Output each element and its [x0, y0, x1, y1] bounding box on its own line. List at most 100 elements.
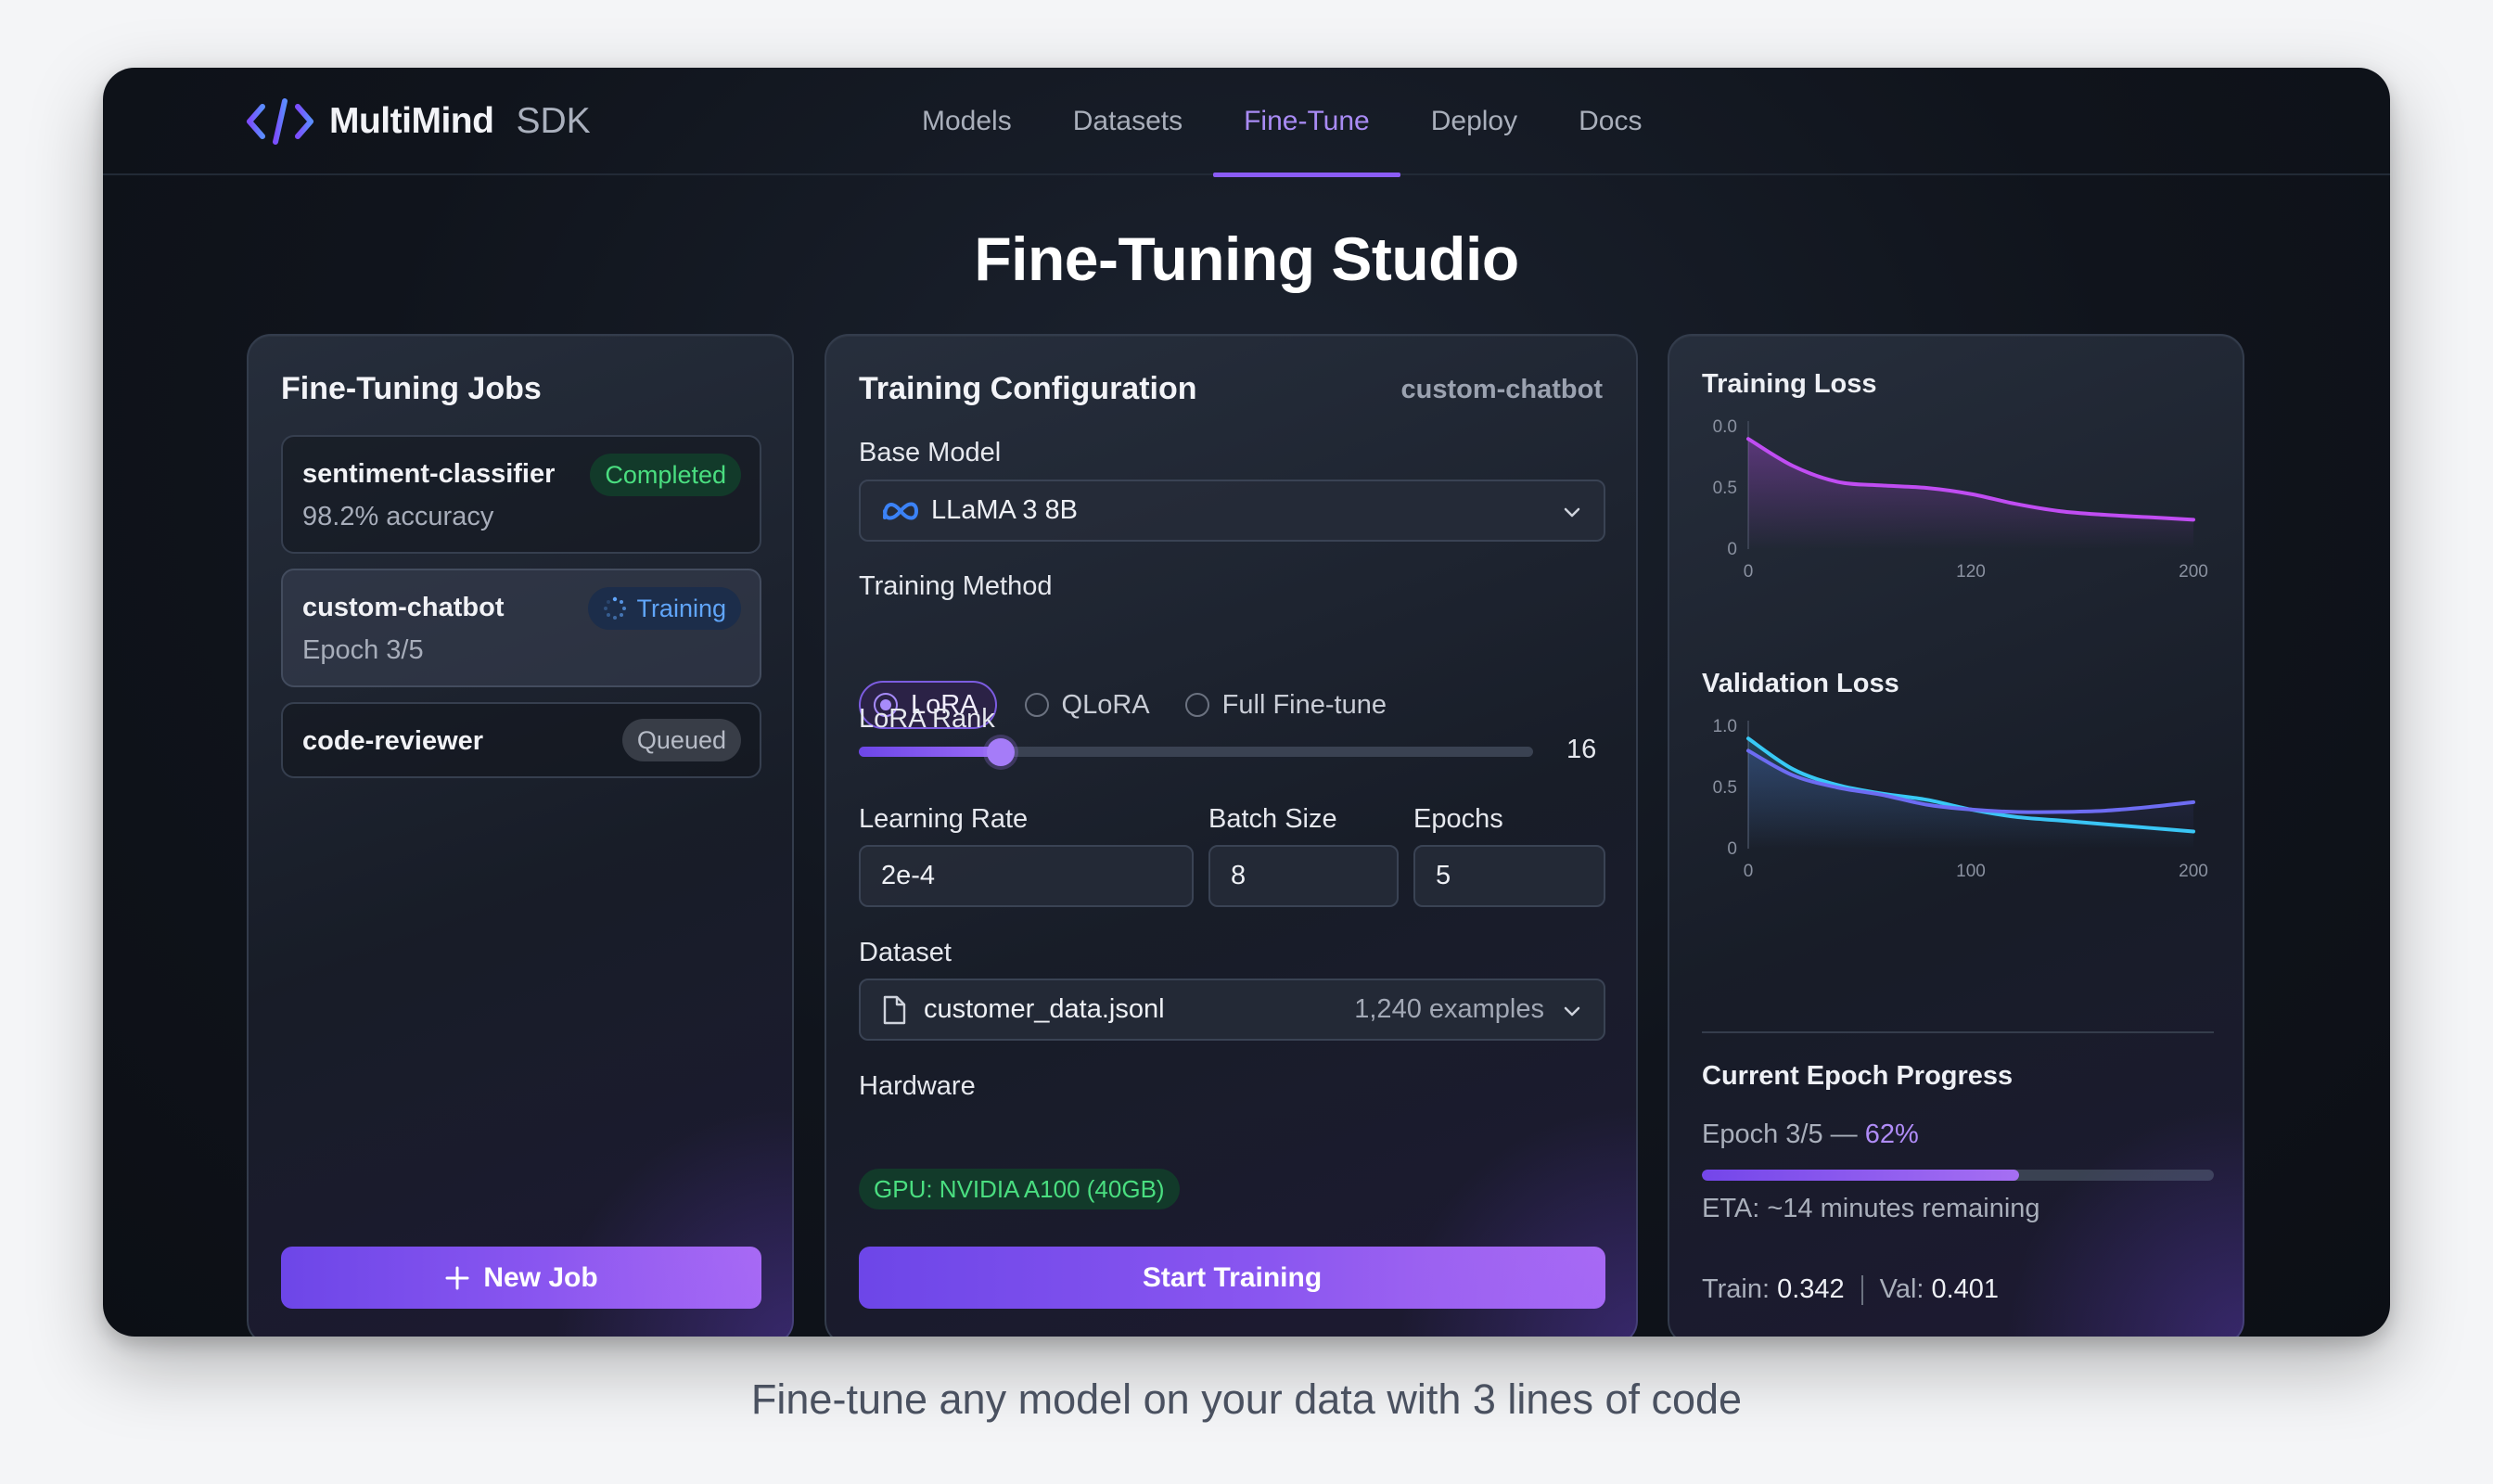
loss-metrics: Train: 0.342 Val: 0.401: [1702, 1274, 1999, 1305]
radio-full-fine-tune[interactable]: Full Fine-tune: [1184, 681, 1387, 729]
divider: [1702, 1031, 2214, 1033]
training-method-label: Training Method: [859, 571, 1053, 601]
code-brackets-icon: [247, 98, 313, 145]
job-card-code-reviewer[interactable]: code-reviewer Queued: [281, 702, 761, 778]
brand-name: MultiMind: [329, 101, 494, 141]
epochs-value: 5: [1436, 861, 1451, 890]
training-method-radio-group: LoRA QLoRA Full Fine-tune: [859, 681, 1422, 729]
start-training-button[interactable]: Start Training: [859, 1247, 1605, 1309]
lora-rank-value: 16: [1566, 735, 1597, 764]
main-nav: Models Datasets Fine-Tune Deploy Docs: [891, 68, 1672, 177]
job-detail: Epoch 3/5: [302, 635, 424, 665]
chevron-down-icon: [1564, 507, 1580, 518]
radio-label: LoRA: [911, 689, 978, 720]
tab-fine-tune[interactable]: Fine-Tune: [1213, 68, 1400, 177]
metric-separator: [1860, 1274, 1863, 1305]
epoch-progress-text: Epoch 3/5 — 62%: [1702, 1119, 1919, 1150]
training-loss-chart: 0.0 0.5 00 120 200: [1713, 417, 2208, 582]
validation-loss-title: Validation Loss: [1702, 669, 1899, 698]
app-window: MultiMind SDK Models Datasets Fine-Tune …: [103, 68, 2390, 1337]
job-card-custom-chatbot[interactable]: custom-chatbot Epoch 3/5 Training: [281, 569, 761, 687]
x-tick-label: 120: [1956, 562, 1986, 582]
tab-docs[interactable]: Docs: [1579, 106, 1643, 136]
epoch-progress-bar: [1702, 1170, 2214, 1181]
status-badge-queued: Queued: [621, 719, 741, 761]
radio-qlora[interactable]: QLoRA: [1024, 681, 1150, 729]
val-loss-label: Val:: [1879, 1274, 1924, 1304]
lora-rank-label: LoRA Rank: [859, 704, 995, 734]
radio-indicator: [1184, 693, 1209, 717]
epochs-label: Epochs: [1413, 804, 1503, 834]
base-model-value: LLaMA 3 8B: [931, 495, 1078, 525]
status-badge-label: Training: [636, 594, 726, 622]
tab-deploy[interactable]: Deploy: [1430, 106, 1518, 136]
dataset-label: Dataset: [859, 938, 952, 967]
new-job-button[interactable]: New Job: [281, 1247, 761, 1309]
hardware-badge: GPU: NVIDIA A100 (40GB): [859, 1169, 1180, 1209]
config-panel-title: Training Configuration: [859, 371, 1197, 406]
new-job-label: New Job: [483, 1261, 598, 1293]
x-tick-label: 200: [2179, 862, 2208, 881]
job-detail: 98.2% accuracy: [302, 502, 494, 531]
dataset-select[interactable]: customer_data.jsonl 1,240 examples: [859, 979, 1605, 1041]
progress-fill: [1702, 1170, 2020, 1181]
meta-icon: [883, 502, 919, 519]
x-tick-label: 100: [1956, 862, 1986, 881]
page-title: Fine-Tuning Studio: [974, 224, 1519, 293]
radio-indicator: [874, 693, 898, 717]
y-tick-label: 0.5: [1713, 479, 1737, 498]
chevron-down-icon: [1564, 1006, 1580, 1017]
top-navigation-bar: MultiMind SDK Models Datasets Fine-Tune …: [103, 68, 2390, 177]
hardware-label: Hardware: [859, 1071, 976, 1101]
jobs-panel-title: Fine-Tuning Jobs: [281, 371, 542, 406]
lora-rank-slider[interactable]: [859, 738, 1533, 766]
status-badge-completed: Completed: [590, 454, 741, 496]
val-loss-value: 0.401: [1931, 1274, 2000, 1304]
plus-icon: [445, 1266, 469, 1289]
validation-loss-chart: 1.0 0.5 00 100 200: [1713, 717, 2208, 881]
training-config-panel: Training Configuration custom-chatbot Ba…: [825, 334, 1638, 1337]
y-tick-label: 0.0: [1713, 417, 1737, 437]
page-caption: Fine-tune any model on your data with 3 …: [750, 1375, 1743, 1423]
training-loss-title: Training Loss: [1702, 369, 1877, 399]
learning-rate-label: Learning Rate: [859, 804, 1029, 834]
dataset-example-count: 1,240 examples: [1354, 994, 1544, 1024]
dataset-value: customer_data.jsonl: [924, 994, 1165, 1024]
base-model-select[interactable]: LLaMA 3 8B: [859, 480, 1605, 542]
file-icon: [883, 995, 906, 1024]
metrics-panel: Training Loss 0.0 0.5 0 0 120 200 Validation …: [1668, 334, 2244, 1337]
status-badge-training: Training: [588, 587, 741, 630]
series-line: [1746, 437, 2195, 522]
batch-size-value: 8: [1231, 861, 1246, 890]
y-tick-label: 0.5: [1713, 778, 1737, 798]
job-name: code-reviewer: [302, 726, 484, 756]
base-model-label: Base Model: [859, 438, 1002, 467]
train-loss-value: 0.342: [1777, 1274, 1845, 1304]
y-tick-label: 0: [1727, 540, 1737, 559]
x-tick-label: 0: [1744, 562, 1754, 582]
job-card-sentiment-classifier[interactable]: sentiment-classifier 98.2% accuracy Comp…: [281, 435, 761, 554]
epochs-input[interactable]: 5: [1413, 845, 1605, 907]
series-area: [1748, 750, 2193, 849]
y-tick-label: 1.0: [1713, 717, 1737, 736]
progress-title: Current Epoch Progress: [1702, 1061, 2014, 1091]
tab-datasets[interactable]: Datasets: [1072, 106, 1183, 136]
status-badge-label: Completed: [605, 460, 726, 489]
brand[interactable]: MultiMind SDK: [244, 96, 591, 147]
brand-suffix: SDK: [516, 101, 591, 141]
radio-lora[interactable]: LoRA: [859, 681, 997, 729]
batch-size-input[interactable]: 8: [1208, 845, 1399, 907]
learning-rate-input[interactable]: 2e-4: [859, 845, 1194, 907]
x-tick-label: 200: [2179, 562, 2208, 582]
radio-label: QLoRA: [1061, 689, 1150, 720]
tab-models[interactable]: Models: [922, 106, 1012, 136]
train-loss-label: Train:: [1702, 1274, 1771, 1304]
batch-size-label: Batch Size: [1208, 804, 1337, 834]
epoch-percent: 62%: [1864, 1119, 1919, 1149]
learning-rate-value: 2e-4: [881, 861, 936, 890]
y-tick-label: 0: [1727, 839, 1737, 859]
x-tick-label: 0: [1744, 862, 1754, 881]
job-name: custom-chatbot: [302, 593, 505, 622]
slider-fill: [859, 747, 1001, 757]
slider-thumb[interactable]: [986, 738, 1015, 766]
